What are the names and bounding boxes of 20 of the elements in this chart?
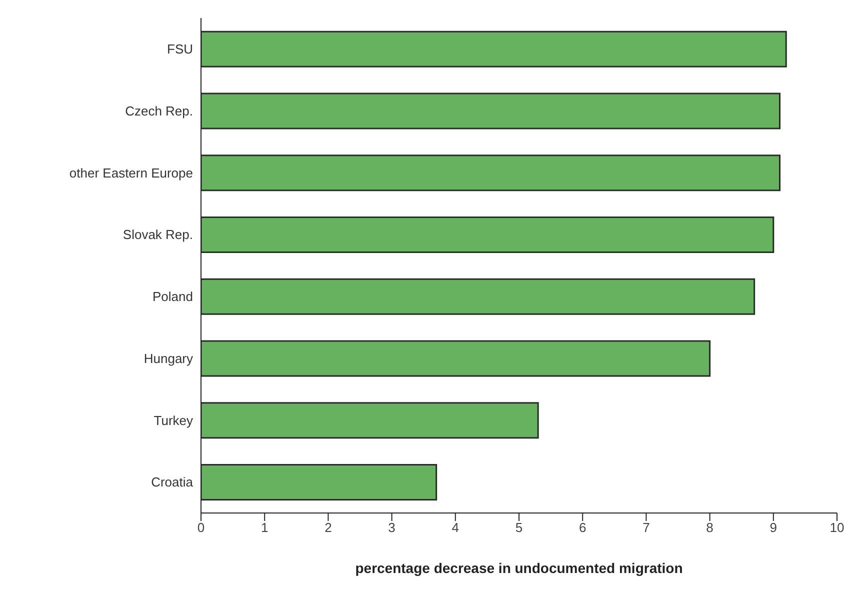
x-axis-title: percentage decrease in undocumented migration <box>355 560 683 576</box>
x-tick-label: 6 <box>578 520 586 536</box>
y-tick-label: Hungary <box>144 350 194 366</box>
x-tick-label: 9 <box>770 520 778 536</box>
y-tick-label: Croatia <box>151 474 194 490</box>
y-tick-label: Czech Rep. <box>125 103 193 118</box>
x-tick-label: 8 <box>706 520 714 536</box>
x-tick-label: 5 <box>515 520 523 536</box>
x-tick-label: 10 <box>830 520 844 536</box>
x-tick-label: 2 <box>324 520 332 536</box>
x-tick-label: 7 <box>642 520 650 536</box>
y-tick-label: Turkey <box>154 412 194 428</box>
y-tick-label: FSU <box>167 42 193 57</box>
x-tick-label: 1 <box>260 520 268 536</box>
y-tick-label: Slovak Rep. <box>122 227 193 242</box>
y-tick-label: other Eastern Europe <box>69 165 193 180</box>
x-tick-label: 0 <box>197 520 205 536</box>
x-tick-label: 3 <box>388 520 396 536</box>
x-tick-label: 4 <box>452 520 460 536</box>
y-tick-label: Poland <box>152 289 193 304</box>
